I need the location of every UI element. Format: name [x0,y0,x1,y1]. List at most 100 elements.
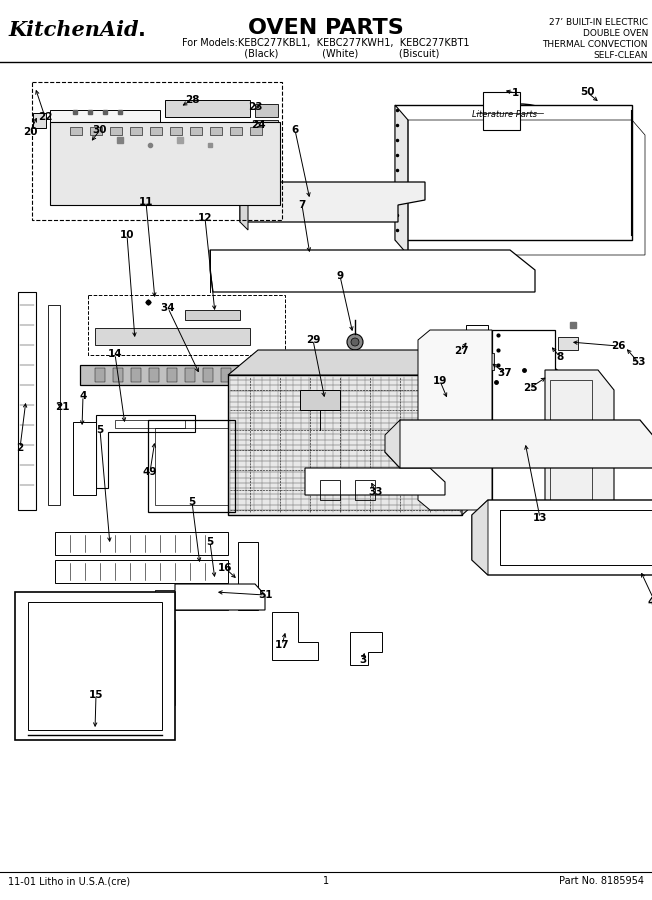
Polygon shape [255,120,278,130]
Text: 23: 23 [248,102,262,112]
Text: 27: 27 [454,346,468,356]
Text: KitchenAid: KitchenAid [8,20,139,40]
Polygon shape [483,92,520,130]
Text: 1: 1 [511,88,518,98]
Text: 5: 5 [207,537,214,547]
Polygon shape [113,368,123,382]
Polygon shape [149,368,159,382]
Text: 25: 25 [523,383,537,393]
Polygon shape [462,350,490,515]
Text: 49: 49 [143,467,157,477]
Polygon shape [385,420,652,468]
Polygon shape [130,127,142,135]
Polygon shape [96,415,195,488]
Text: 5: 5 [188,497,196,507]
Text: 26: 26 [611,341,625,351]
Text: 51: 51 [258,590,273,600]
Polygon shape [55,532,228,555]
Polygon shape [329,368,339,382]
Polygon shape [395,105,408,255]
Polygon shape [110,127,122,135]
Polygon shape [240,182,248,230]
Text: 33: 33 [369,487,383,497]
Text: 43: 43 [647,597,652,607]
Polygon shape [80,365,362,385]
Polygon shape [250,127,262,135]
Text: 4: 4 [80,391,87,401]
Polygon shape [350,632,382,665]
Polygon shape [210,127,222,135]
Polygon shape [395,105,632,240]
Polygon shape [239,368,249,382]
Text: OVEN PARTS: OVEN PARTS [248,18,404,38]
Text: 28: 28 [185,95,200,105]
Circle shape [351,338,359,346]
Polygon shape [230,127,242,135]
Text: 5: 5 [96,425,104,435]
Polygon shape [347,368,357,382]
Polygon shape [558,337,578,350]
Polygon shape [15,592,175,740]
Text: SELF-CLEAN: SELF-CLEAN [593,51,648,60]
Polygon shape [50,110,160,202]
Polygon shape [90,127,102,135]
Polygon shape [155,590,228,610]
Text: 29: 29 [306,335,320,345]
Polygon shape [272,612,318,660]
Text: 16: 16 [218,563,232,573]
Polygon shape [486,353,494,370]
Text: 19: 19 [433,376,447,386]
Polygon shape [221,368,231,382]
Polygon shape [48,305,60,505]
Polygon shape [228,375,462,515]
Polygon shape [18,292,36,510]
Polygon shape [185,310,240,320]
Polygon shape [275,368,285,382]
Circle shape [510,162,530,182]
Polygon shape [293,368,303,382]
Text: 13: 13 [533,513,547,523]
Text: For Models:KEBC277KBL1,  KEBC277KWH1,  KEBC277KBT1: For Models:KEBC277KBL1, KEBC277KWH1, KEB… [183,38,469,48]
Polygon shape [492,330,555,528]
Polygon shape [238,542,258,610]
Polygon shape [190,127,202,135]
Text: 21: 21 [55,402,69,412]
Polygon shape [418,330,492,510]
Text: DOUBLE OVEN: DOUBLE OVEN [583,29,648,38]
Text: 6: 6 [291,125,299,135]
Text: Literature Parts: Literature Parts [473,110,537,119]
Polygon shape [472,500,488,575]
Polygon shape [203,368,213,382]
Text: 20: 20 [23,127,37,137]
Polygon shape [257,368,267,382]
Circle shape [347,334,363,350]
Text: 22: 22 [38,112,52,122]
Polygon shape [170,127,182,135]
Text: 15: 15 [89,690,103,700]
Polygon shape [50,122,280,205]
Polygon shape [472,500,652,575]
Polygon shape [95,368,105,382]
Polygon shape [240,182,425,222]
Polygon shape [228,350,490,375]
Text: 14: 14 [108,349,123,359]
Text: 11: 11 [139,197,153,207]
Text: 34: 34 [160,303,175,313]
Text: 1: 1 [323,876,329,886]
Text: 9: 9 [336,271,344,281]
Polygon shape [55,560,228,583]
Polygon shape [311,368,321,382]
Text: 24: 24 [250,120,265,130]
Polygon shape [131,368,141,382]
Text: 50: 50 [580,87,594,97]
Polygon shape [185,368,195,382]
Text: 10: 10 [120,230,134,240]
Text: Part No. 8185954: Part No. 8185954 [559,876,644,886]
Polygon shape [210,250,535,292]
Text: THERMAL CONVECTION: THERMAL CONVECTION [542,40,648,49]
Polygon shape [385,420,400,468]
Text: 2: 2 [16,443,23,453]
Text: .: . [138,20,146,40]
Text: 11-01 Litho in U.S.A.(cre): 11-01 Litho in U.S.A.(cre) [8,876,130,886]
Polygon shape [95,328,250,345]
